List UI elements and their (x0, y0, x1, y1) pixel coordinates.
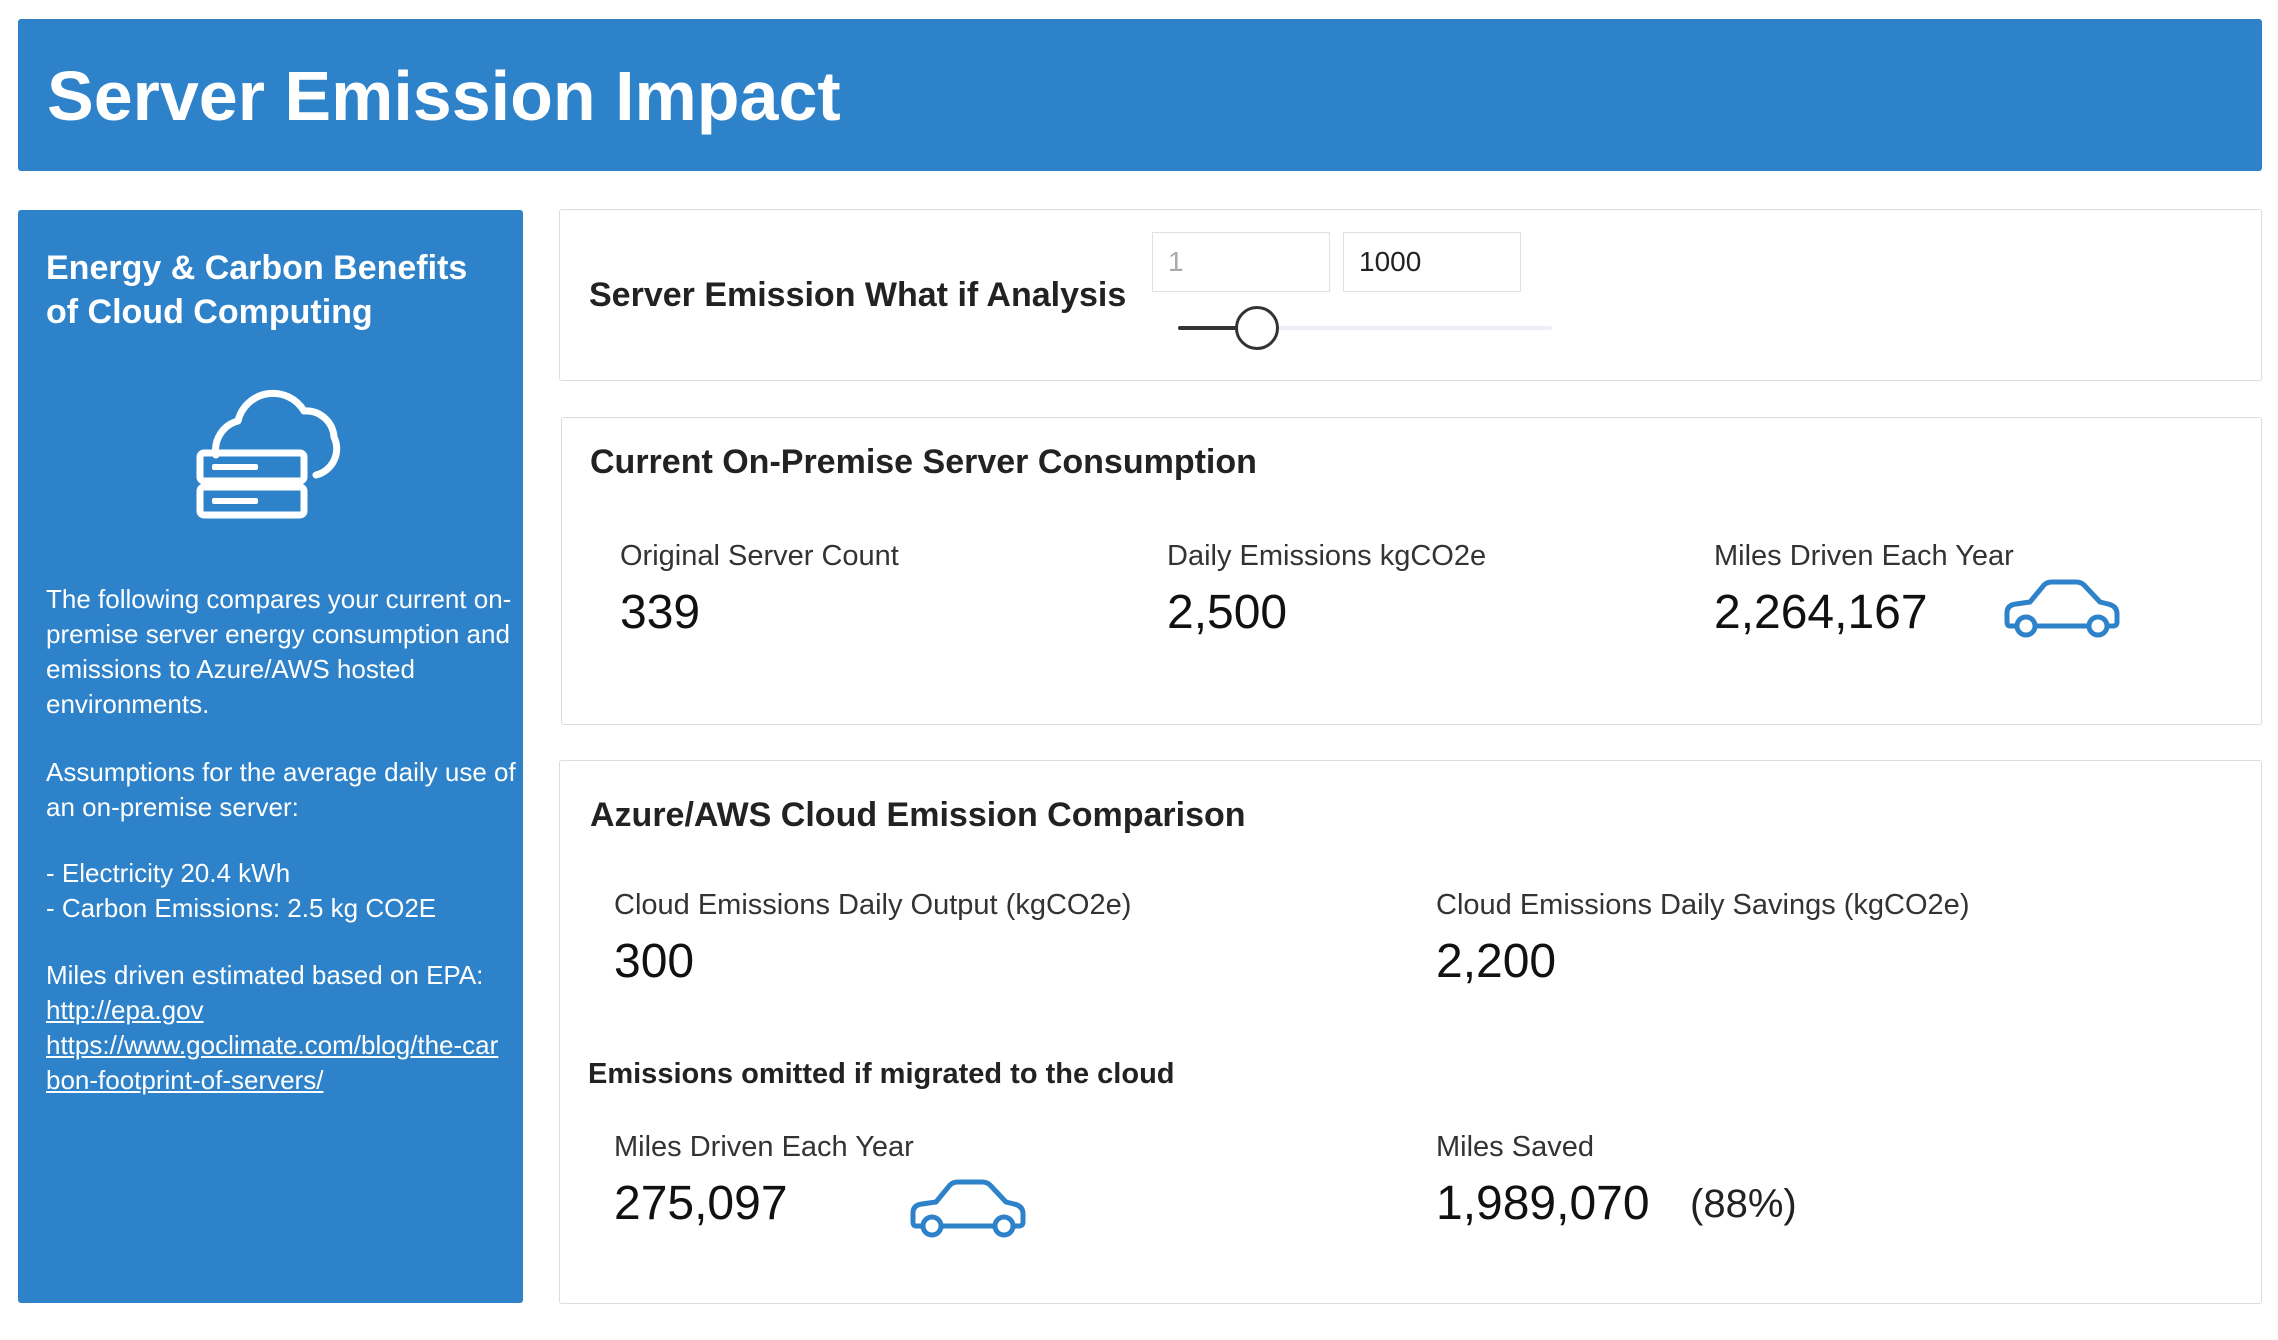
miles-driven-label: Miles Driven Each Year (1714, 540, 2014, 572)
daily-emissions-label: Daily Emissions kgCO2e (1167, 540, 1487, 572)
cloud-comparison-title: Azure/AWS Cloud Emission Comparison (590, 796, 1246, 834)
cloud-server-icon (196, 389, 341, 519)
server-count-label: Original Server Count (620, 540, 899, 572)
miles-driven-value: 2,264,167 (1714, 586, 1928, 639)
slider-thumb[interactable] (1234, 306, 1279, 350)
miles-saved-value: 1,989,070 (1436, 1177, 1650, 1230)
slider-track[interactable] (1178, 326, 1552, 330)
miles-note: Miles driven estimated based on EPA: (46, 960, 484, 990)
cloud-miles-value: 275,097 (614, 1177, 788, 1230)
emissions-omitted-heading: Emissions omitted if migrated to the clo… (588, 1058, 1175, 1090)
cloud-savings-label: Cloud Emissions Daily Savings (kgCO2e) (1436, 889, 1970, 921)
sidebar-title: Energy & Carbon Benefits of Cloud Comput… (46, 249, 468, 331)
sidebar-panel: Energy & Carbon Benefits of Cloud Comput… (18, 210, 523, 1303)
cloud-output-label: Cloud Emissions Daily Output (kgCO2e) (614, 889, 1132, 921)
header-bar (18, 19, 2262, 171)
cloud-savings-value: 2,200 (1436, 935, 1557, 988)
cloud-miles-label: Miles Driven Each Year (614, 1131, 914, 1163)
assumption-carbon: - Carbon Emissions: 2.5 kg CO2E (46, 893, 437, 923)
goclimate-link[interactable]: https://www.goclimate.com/blog/the-carbo… (46, 1030, 499, 1095)
min-value-input[interactable] (1152, 232, 1330, 292)
max-value-input[interactable] (1343, 232, 1521, 292)
what-if-title: Server Emission What if Analysis (589, 276, 1127, 314)
slider-fill (1178, 326, 1257, 330)
assumption-electricity: - Electricity 20.4 kWh (46, 858, 291, 888)
server-count-value: 339 (620, 586, 701, 639)
sidebar-assumptions-heading: Assumptions for the average daily use of… (46, 757, 516, 822)
current-consumption-card (561, 417, 2262, 725)
car-icon (2004, 579, 2120, 638)
daily-emissions-value: 2,500 (1167, 586, 1288, 639)
car-icon (910, 1179, 1026, 1238)
page-title: Server Emission Impact (47, 57, 841, 135)
sidebar-intro: The following compares your current on-p… (46, 584, 512, 719)
cloud-comparison-card (559, 760, 2262, 1304)
cloud-output-value: 300 (614, 935, 695, 988)
miles-saved-percent: (88%) (1690, 1182, 1797, 1226)
miles-saved-label: Miles Saved (1436, 1131, 1594, 1163)
current-consumption-title: Current On-Premise Server Consumption (590, 443, 1257, 481)
epa-link[interactable]: http://epa.gov (46, 995, 204, 1025)
